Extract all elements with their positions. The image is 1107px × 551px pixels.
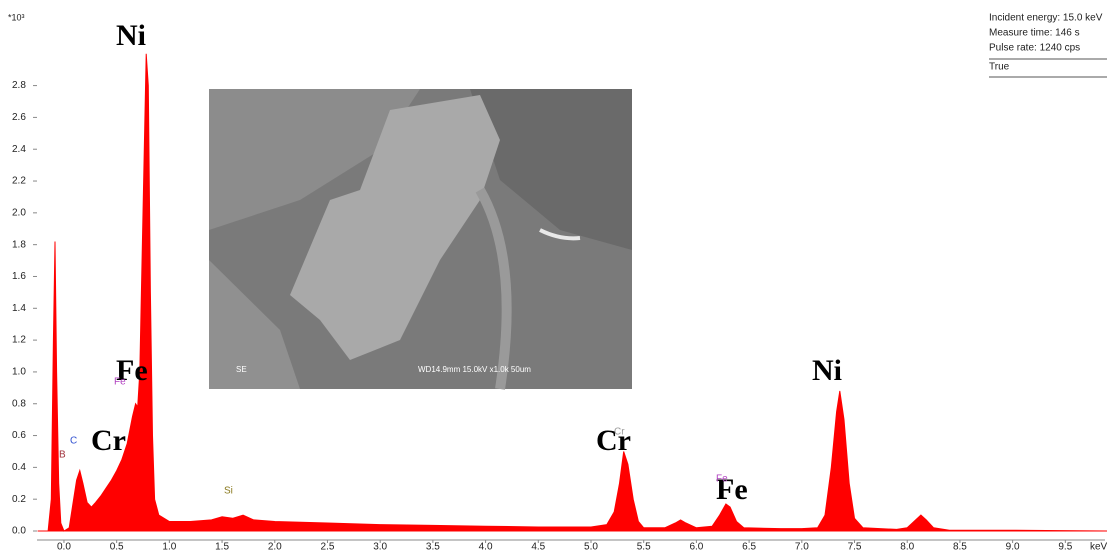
info-line: Measure time: 146 s — [989, 28, 1080, 39]
x-tick-label: 1.0 — [162, 542, 176, 551]
x-tick-label: 1.5 — [215, 542, 229, 551]
x-tick-label: 2.0 — [268, 542, 282, 551]
x-tick-label: 0.0 — [57, 542, 71, 551]
inset-label: WD14.9mm 15.0kV x1.0k 50um — [418, 365, 531, 374]
y-tick-label: 1.4 — [12, 303, 26, 314]
y-tick-label: 2.6 — [12, 112, 26, 123]
element-marker: Cr — [614, 427, 625, 438]
y-tick-label: 0.0 — [12, 526, 26, 537]
inset-label: SE — [236, 365, 247, 374]
y-tick-label: 2.8 — [12, 80, 26, 91]
y-tick-label: 0.4 — [12, 462, 26, 473]
element-marker: Fe — [716, 474, 728, 485]
x-tick-label: 3.5 — [426, 542, 440, 551]
y-tick-label: 2.0 — [12, 207, 26, 218]
x-tick-label: 3.0 — [373, 542, 387, 551]
y-tick-label: 1.0 — [12, 367, 26, 378]
x-tick-label: 6.5 — [742, 542, 756, 551]
y-tick-label: 0.2 — [12, 494, 26, 505]
x-tick-label: 0.5 — [110, 542, 124, 551]
x-tick-label: 4.0 — [479, 542, 493, 551]
element-label: Ni — [812, 354, 842, 387]
element-marker: Si — [224, 486, 233, 497]
x-tick-label: 8.5 — [953, 542, 967, 551]
element-marker: C — [70, 436, 77, 447]
x-tick-label: 7.0 — [795, 542, 809, 551]
y-tick-label: 0.8 — [12, 398, 26, 409]
sem-image — [209, 89, 632, 389]
y-tick-label: 0.6 — [12, 430, 26, 441]
x-tick-label: 9.0 — [1006, 542, 1020, 551]
x-tick-label: 5.0 — [584, 542, 598, 551]
y-tick-label: 1.2 — [12, 335, 26, 346]
x-tick-label: 5.5 — [637, 542, 651, 551]
info-line: True — [989, 62, 1010, 73]
element-label: Cr — [91, 424, 126, 457]
element-marker: B — [59, 450, 66, 461]
y-tick-label: 2.4 — [12, 144, 26, 155]
y-tick-label: 2.2 — [12, 176, 26, 187]
x-tick-label: 4.5 — [531, 542, 545, 551]
x-tick-label: 8.0 — [900, 542, 914, 551]
element-label: Ni — [116, 19, 146, 52]
x-tick-label: 2.5 — [321, 542, 335, 551]
element-marker: Fe — [114, 377, 126, 388]
x-axis-label: keV — [1090, 542, 1107, 551]
y-tick-label: 1.8 — [12, 239, 26, 250]
x-tick-label: 6.0 — [689, 542, 703, 551]
y-tick-label: 1.6 — [12, 271, 26, 282]
x-tick-label: 9.5 — [1058, 542, 1072, 551]
info-line: Incident energy: 15.0 keV — [989, 13, 1103, 24]
info-line: Pulse rate: 1240 cps — [989, 43, 1080, 54]
x-tick-label: 7.5 — [848, 542, 862, 551]
y-unit: *10³ — [8, 12, 25, 22]
chart: SE WD14.9mm 15.0kV x1.0k 50um *10³ keV I… — [0, 0, 1107, 551]
